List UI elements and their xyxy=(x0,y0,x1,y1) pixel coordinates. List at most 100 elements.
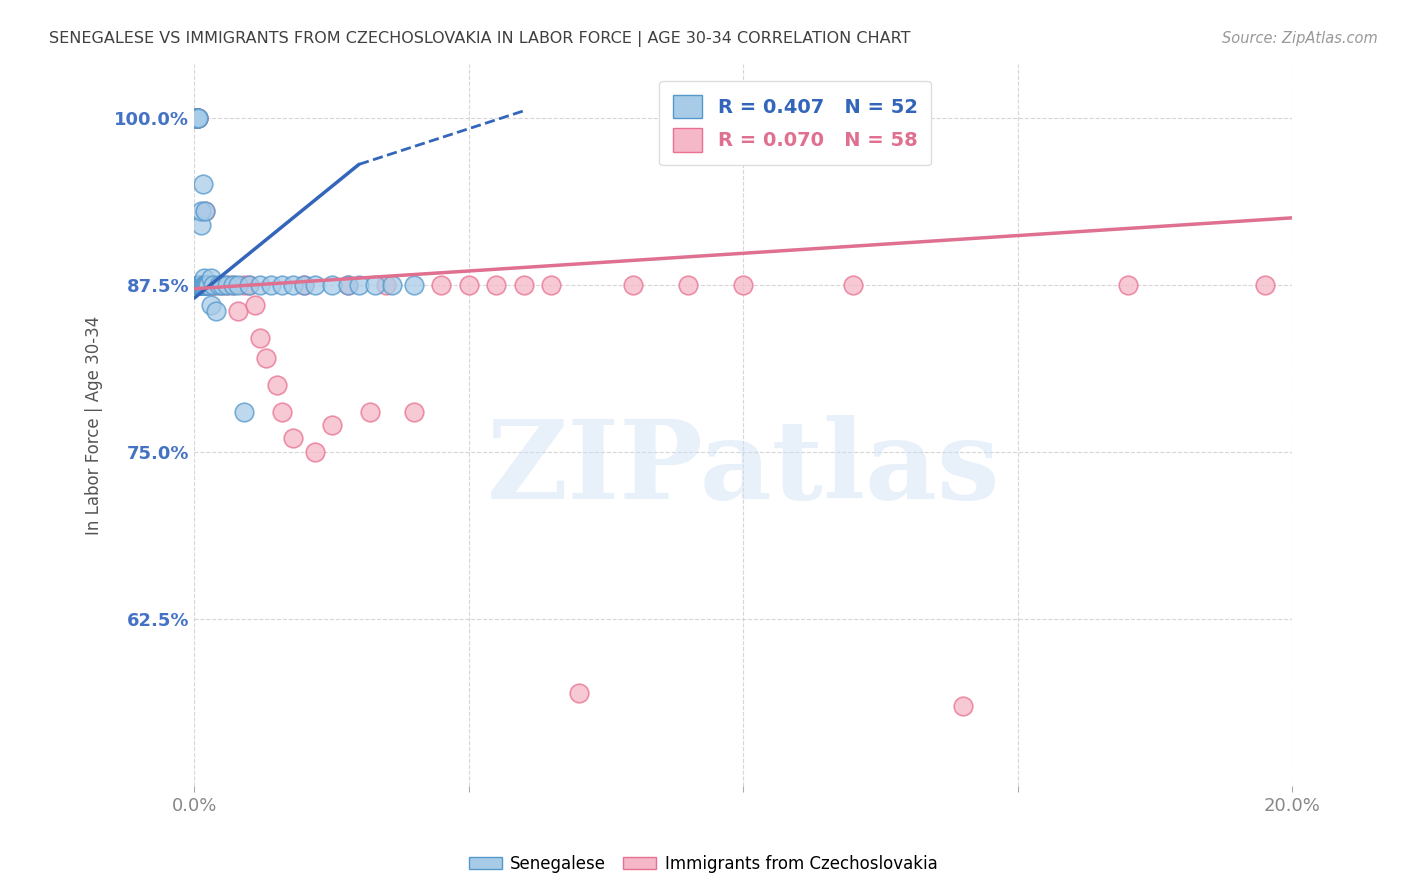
Point xyxy=(186,111,208,125)
Point xyxy=(321,277,343,292)
Point xyxy=(232,405,254,419)
Point xyxy=(193,277,215,292)
Text: SENEGALESE VS IMMIGRANTS FROM CZECHOSLOVAKIA IN LABOR FORCE | AGE 30-34 CORRELAT: SENEGALESE VS IMMIGRANTS FROM CZECHOSLOV… xyxy=(49,31,911,47)
Point xyxy=(193,277,215,292)
Point xyxy=(187,111,209,125)
Point xyxy=(202,277,225,292)
Point xyxy=(512,277,534,292)
Point xyxy=(292,277,315,292)
Point xyxy=(200,277,222,292)
Point xyxy=(190,277,212,292)
Y-axis label: In Labor Force | Age 30-34: In Labor Force | Age 30-34 xyxy=(86,316,103,534)
Point xyxy=(194,204,217,219)
Point xyxy=(197,277,219,292)
Point xyxy=(195,277,218,292)
Point xyxy=(243,298,266,312)
Point xyxy=(188,277,211,292)
Point xyxy=(187,277,209,292)
Point xyxy=(186,111,208,125)
Point xyxy=(337,277,360,292)
Point xyxy=(281,277,304,292)
Point xyxy=(430,277,453,292)
Point xyxy=(485,277,508,292)
Point xyxy=(238,277,260,292)
Point xyxy=(226,304,249,318)
Point xyxy=(200,298,222,312)
Point xyxy=(266,378,288,392)
Point xyxy=(281,432,304,446)
Point xyxy=(195,277,218,292)
Point xyxy=(208,277,231,292)
Point xyxy=(222,277,245,292)
Point xyxy=(375,277,398,292)
Point xyxy=(381,277,404,292)
Point xyxy=(187,111,209,125)
Point xyxy=(187,277,209,292)
Point xyxy=(186,111,208,125)
Point xyxy=(952,698,974,713)
Point xyxy=(271,277,294,292)
Point xyxy=(188,277,211,292)
Point xyxy=(359,405,381,419)
Point xyxy=(197,277,219,292)
Point xyxy=(188,277,211,292)
Point xyxy=(191,178,214,192)
Point xyxy=(292,277,315,292)
Point xyxy=(402,405,425,419)
Point xyxy=(1254,277,1277,292)
Point xyxy=(205,304,228,318)
Legend: Senegalese, Immigrants from Czechoslovakia: Senegalese, Immigrants from Czechoslovak… xyxy=(463,848,943,880)
Point xyxy=(186,277,208,292)
Point xyxy=(402,277,425,292)
Point xyxy=(200,271,222,285)
Point xyxy=(1116,277,1139,292)
Point xyxy=(254,351,277,366)
Point xyxy=(567,685,589,699)
Point xyxy=(457,277,479,292)
Point xyxy=(188,277,211,292)
Point xyxy=(188,277,211,292)
Point xyxy=(211,277,233,292)
Point xyxy=(321,418,343,433)
Text: Source: ZipAtlas.com: Source: ZipAtlas.com xyxy=(1222,31,1378,46)
Point xyxy=(187,277,209,292)
Point xyxy=(187,277,209,292)
Point xyxy=(188,277,211,292)
Point xyxy=(347,277,370,292)
Point xyxy=(222,277,245,292)
Point xyxy=(623,277,645,292)
Point xyxy=(191,277,214,292)
Point xyxy=(190,277,212,292)
Point xyxy=(186,111,208,125)
Point xyxy=(232,277,254,292)
Point xyxy=(191,277,214,292)
Point xyxy=(217,277,239,292)
Point xyxy=(187,277,209,292)
Point xyxy=(304,277,326,292)
Point xyxy=(200,277,222,292)
Point xyxy=(190,277,212,292)
Point xyxy=(190,218,212,232)
Point xyxy=(190,204,212,219)
Point xyxy=(188,277,211,292)
Point xyxy=(191,277,214,292)
Point xyxy=(187,111,209,125)
Point xyxy=(211,277,233,292)
Point xyxy=(187,277,209,292)
Point xyxy=(733,277,755,292)
Point xyxy=(194,277,217,292)
Point xyxy=(337,277,360,292)
Point xyxy=(188,277,211,292)
Point xyxy=(187,111,209,125)
Point xyxy=(184,111,207,125)
Point xyxy=(364,277,387,292)
Point xyxy=(193,277,215,292)
Point xyxy=(202,277,225,292)
Point xyxy=(260,277,283,292)
Point xyxy=(678,277,700,292)
Point xyxy=(194,204,217,219)
Legend: R = 0.407   N = 52, R = 0.070   N = 58: R = 0.407 N = 52, R = 0.070 N = 58 xyxy=(659,81,931,165)
Point xyxy=(195,277,218,292)
Point xyxy=(249,331,271,345)
Point xyxy=(217,277,239,292)
